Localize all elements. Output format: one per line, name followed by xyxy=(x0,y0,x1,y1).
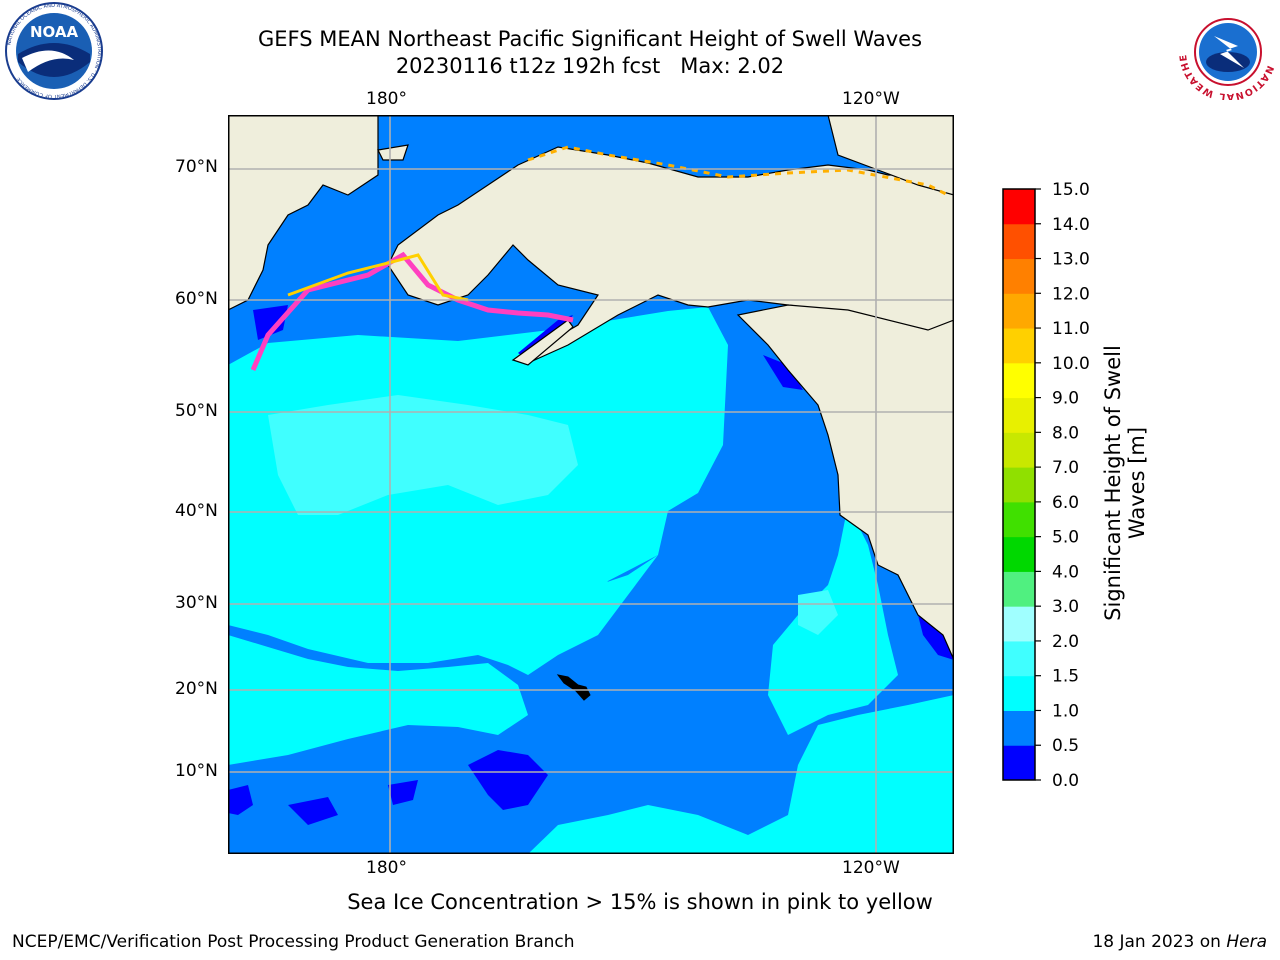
lon-label-top-180: 180° xyxy=(366,89,407,109)
swell-region-1-0-1-5-west xyxy=(228,635,528,765)
colorbar-tick-label: 1.0 xyxy=(1052,701,1079,721)
swell-region-1-5-2-0-north xyxy=(268,395,578,515)
sea-ice-edge-bering-yellow xyxy=(287,253,469,302)
colorbar-segment xyxy=(1003,223,1035,260)
sea-ice-note: Sea Ice Concentration > 15% is shown in … xyxy=(347,890,933,914)
swell-region-1-0-1-5-southeast xyxy=(528,695,954,854)
svg-text:NOAA: NOAA xyxy=(30,23,79,41)
lon-label-top-120w: 120°W xyxy=(842,89,900,109)
lat-label-60n: 60°N xyxy=(175,289,218,309)
colorbar-tick-label: 14.0 xyxy=(1052,215,1090,235)
colorbar: 0.0 0.5 1.0 1.5 2.0 3.0 4.0 5.0 6.0 7.0 8.0 9.0 10.0… xyxy=(1002,180,1090,790)
colorbar-segment xyxy=(1003,745,1035,781)
colorbar-segment xyxy=(1003,606,1035,642)
land-siberia xyxy=(228,115,379,311)
colorbar-segment xyxy=(1003,432,1035,468)
colorbar-segment xyxy=(1003,293,1035,329)
colorbar-tick-label: 15.0 xyxy=(1052,180,1090,200)
land-hawaii xyxy=(556,674,591,701)
colorbar-tick-label: 11.0 xyxy=(1052,319,1090,339)
colorbar-segment xyxy=(1003,710,1035,746)
colorbar-tick-label: 7.0 xyxy=(1052,458,1079,478)
swell-region-0-0-0-5-nw xyxy=(253,305,288,340)
lat-label-30n: 30°N xyxy=(175,593,218,613)
colorbar-segment xyxy=(1003,536,1035,572)
map-subtitle: 20230116 t12z 192h fcst Max: 2.02 xyxy=(395,54,785,78)
land-kodiak xyxy=(511,319,574,366)
map-gridlines xyxy=(228,115,954,854)
footer-host: Hera xyxy=(1226,932,1267,952)
colorbar-tick-label: 4.0 xyxy=(1052,562,1079,582)
land-north-america-coast xyxy=(736,304,954,661)
swell-region-1-0-1-5-central xyxy=(528,555,658,675)
footer-date: 18 Jan 2023 on Hera xyxy=(1092,932,1267,952)
swell-region-0-0-0-5-s3 xyxy=(388,780,418,805)
land-arctic-islands xyxy=(827,115,954,196)
sea-ice-edge-bering xyxy=(250,251,574,371)
lon-label-bottom-180: 180° xyxy=(366,858,407,878)
colorbar-tick-label: 3.0 xyxy=(1052,597,1079,617)
colorbar-segment xyxy=(1003,362,1035,399)
sea-ice-edge-arctic xyxy=(527,145,949,197)
lat-label-40n: 40°N xyxy=(175,501,218,521)
colorbar-tick-label: 1.5 xyxy=(1052,667,1079,687)
colorbar-segment xyxy=(1003,675,1035,711)
colorbar-segment xyxy=(1003,189,1035,225)
noaa-logo-icon: NOAA NATIONAL OCEANIC AND ATMOSPHERIC AD… xyxy=(5,2,103,100)
swell-region-0-0-0-5-baja xyxy=(918,615,954,660)
colorbar-segment xyxy=(1003,397,1035,433)
colorbar-segment xyxy=(1003,640,1035,677)
lat-label-50n: 50°N xyxy=(175,401,218,421)
swell-region-1-5-2-0-east xyxy=(798,590,838,635)
colorbar-segment xyxy=(1003,258,1035,294)
swell-region-0-0-0-5-coast xyxy=(763,355,803,390)
lat-label-20n: 20°N xyxy=(175,679,218,699)
colorbar-tick-label: 0.5 xyxy=(1052,736,1079,756)
colorbar-frame xyxy=(1002,188,1036,781)
national-weather-service-logo-icon: NATIONAL WEATHER SERVICE xyxy=(1178,0,1275,100)
lat-label-10n: 10°N xyxy=(175,761,218,781)
swell-region-0-0-0-5-south xyxy=(468,750,548,810)
colorbar-label: Significant Height of Swell Waves [m] xyxy=(1101,345,1149,621)
lat-label-70n: 70°N xyxy=(175,157,218,177)
colorbar-segment xyxy=(1003,328,1035,364)
colorbar-tick-label: 12.0 xyxy=(1052,284,1090,304)
map-frame xyxy=(228,115,954,854)
colorbar-tick-label: 2.0 xyxy=(1052,632,1079,652)
footer-date-text: 18 Jan 2023 on xyxy=(1092,932,1227,952)
colorbar-segment xyxy=(1003,501,1035,538)
colorbar-tick-label: 10.0 xyxy=(1052,354,1090,374)
land-chukotka-tip xyxy=(377,144,409,161)
colorbar-tick-label: 8.0 xyxy=(1052,423,1079,443)
colorbar-tick-label: 9.0 xyxy=(1052,389,1079,409)
lon-label-bottom-120w: 120°W xyxy=(842,858,900,878)
colorbar-tick-label: 6.0 xyxy=(1052,493,1079,513)
colorbar-tick-label: 13.0 xyxy=(1052,250,1090,270)
swell-region-0-0-0-5-sw xyxy=(228,785,253,815)
swell-height-map xyxy=(228,115,954,854)
footer-credit: NCEP/EMC/Verification Post Processing Pr… xyxy=(12,932,575,952)
colorbar-segment xyxy=(1003,467,1035,503)
colorbar-segment xyxy=(1003,571,1035,607)
map-title: GEFS MEAN Northeast Pacific Significant … xyxy=(257,27,923,51)
swell-region-0-0-0-5-s2 xyxy=(288,797,338,825)
colorbar-tick-label: 5.0 xyxy=(1052,528,1079,548)
colorbar-tick-label: 0.0 xyxy=(1052,771,1079,790)
